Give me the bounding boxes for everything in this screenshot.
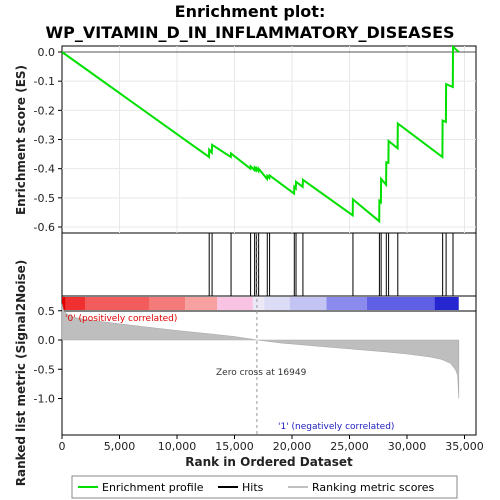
es-tick-label-3: -0.3 — [34, 134, 55, 147]
enrichment-profile-line — [61, 44, 460, 224]
color-bar-segment-10 — [366, 297, 435, 310]
metric-tick-label-0: 0.5 — [38, 305, 56, 318]
color-bar-segment-9 — [326, 297, 367, 310]
x-tick-label-4: 20,000 — [273, 440, 312, 453]
color-bar-segment-7 — [264, 297, 290, 310]
negative-label: '1' (negatively correlated) — [278, 422, 394, 432]
color-bar-segment-11 — [434, 297, 459, 310]
color-bar-segment-6 — [252, 297, 265, 310]
x-tick-label-1: 5,000 — [104, 440, 136, 453]
ranking-metric-area — [61, 303, 460, 399]
legend-label-enrichment: Enrichment profile — [102, 481, 204, 494]
es-ticks: 0.0 -0.1 -0.2 -0.3 -0.4 -0.5 -0.6 — [34, 46, 62, 234]
es-tick-label-5: -0.5 — [34, 192, 55, 205]
es-tick-label-2: -0.2 — [34, 104, 55, 117]
es-tick-label-6: -0.6 — [34, 221, 55, 234]
color-bar-segment-8 — [289, 297, 327, 310]
legend-box — [71, 475, 458, 499]
es-tick-label-4: -0.4 — [34, 163, 55, 176]
x-tick-label-3: 15,000 — [215, 440, 254, 453]
legend: Enrichment profile Hits Ranking metric s… — [71, 475, 458, 499]
es-y-axis-label: Enrichment score (ES) — [14, 65, 28, 215]
metric-y-axis-label: Ranked list metric (Signal2Noise) — [14, 260, 28, 487]
metric-tick-label-3: -1.0 — [34, 393, 55, 406]
metric-area-group — [61, 303, 460, 399]
metric-ticks: 0.5 0.0 -0.5 -1.0 — [34, 305, 62, 406]
zero-cross-label: Zero cross at 16949 — [216, 368, 307, 378]
positive-label: '0' (positively correlated) — [65, 314, 177, 324]
x-ticks: 0 5,000 10,000 15,000 20,000 25,000 30,000 35,0… — [59, 435, 484, 453]
x-tick-label-6: 30,000 — [388, 440, 427, 453]
x-axis-label: Rank in Ordered Dataset — [185, 455, 353, 469]
es-tick-label-0: 0.0 — [38, 46, 56, 59]
x-tick-label-2: 10,000 — [158, 440, 197, 453]
x-tick-label-5: 25,000 — [330, 440, 369, 453]
metric-panel — [61, 310, 477, 436]
es-tick-label-1: -0.1 — [34, 75, 55, 88]
es-line-group — [61, 44, 460, 224]
x-tick-label-7: 35,000 — [445, 440, 484, 453]
color-bar-segment-3 — [149, 297, 186, 310]
legend-label-metric: Ranking metric scores — [312, 481, 434, 494]
color-bar-segment-1 — [65, 297, 85, 310]
chart-title-line1: Enrichment plot: — [175, 2, 326, 21]
chart-title-line2: WP_VITAMIN_D_IN_INFLAMMATORY_DISEASES — [45, 23, 454, 42]
hits-panel — [61, 232, 477, 297]
metric-tick-label-1: 0.0 — [38, 334, 56, 347]
color-bar-segment-4 — [185, 297, 218, 310]
color-bar — [62, 297, 459, 310]
color-bar-segment-5 — [217, 297, 253, 310]
color-bar-segment-0 — [62, 297, 66, 310]
x-tick-label-0: 0 — [59, 440, 66, 453]
metric-tick-label-2: -0.5 — [34, 363, 55, 376]
hits-group — [208, 233, 454, 296]
color-bar-segment-2 — [85, 297, 150, 310]
legend-label-hits: Hits — [242, 481, 264, 494]
